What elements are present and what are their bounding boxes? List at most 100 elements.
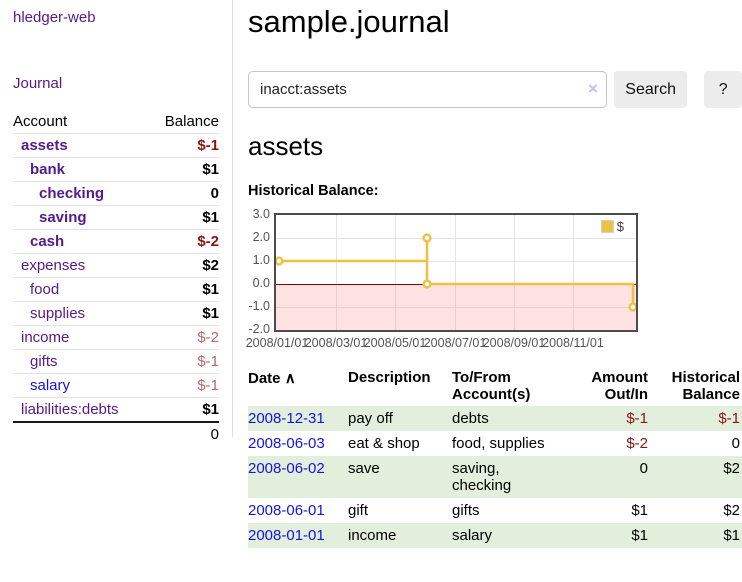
account-balance-table: Account Balance assets $-1 bank $1 check… <box>13 109 219 445</box>
accounts-total-value: 0 <box>211 426 219 443</box>
transaction-amount: 0 <box>564 456 650 498</box>
legend-swatch-icon <box>601 220 614 233</box>
account-link-cash[interactable]: cash <box>13 233 64 250</box>
account-balance: $-2 <box>197 329 219 346</box>
transaction-date-link[interactable]: 2008-12-31 <box>248 410 325 427</box>
search-form: × Search ? <box>248 71 742 108</box>
account-row: gifts $-1 <box>13 349 219 373</box>
transaction-date-link[interactable]: 2008-06-03 <box>248 435 325 452</box>
account-row: expenses $2 <box>13 253 219 277</box>
y-tick: -2.0 <box>248 322 270 336</box>
account-link-assets[interactable]: assets <box>13 137 68 154</box>
app-title-link[interactable]: hledger-web <box>13 9 96 26</box>
account-row: income $-2 <box>13 325 219 349</box>
transaction-accounts: food, supplies <box>452 431 564 456</box>
transaction-date-link[interactable]: 2008-06-01 <box>248 502 325 519</box>
sidebar-item-journal[interactable]: Journal <box>13 75 219 92</box>
account-row: salary $-1 <box>13 373 219 397</box>
sidebar: hledger-web Journal Account Balance asse… <box>0 0 233 437</box>
transaction-date-link[interactable]: 2008-06-02 <box>248 460 325 477</box>
transaction-balance: $2 <box>650 498 742 523</box>
page-title: sample.journal <box>248 4 742 40</box>
transaction-amount: $-2 <box>564 431 650 456</box>
transaction-balance: 0 <box>650 431 742 456</box>
account-balance: $1 <box>202 281 219 298</box>
account-balance: $-1 <box>197 137 219 154</box>
transaction-balance: $1 <box>650 523 742 548</box>
account-link-checking[interactable]: checking <box>13 185 104 202</box>
search-input[interactable] <box>248 71 607 108</box>
account-link-bank[interactable]: bank <box>13 161 65 178</box>
account-row: supplies $1 <box>13 301 219 325</box>
account-link-gifts[interactable]: gifts <box>13 353 58 370</box>
account-balance: $1 <box>202 161 219 178</box>
account-column-header: Account <box>13 113 67 130</box>
balance-column-header: Historical Balance <box>650 366 742 406</box>
clear-search-icon[interactable]: × <box>588 79 598 99</box>
date-column-header[interactable]: Date ∧ <box>248 366 348 406</box>
register-row: 2008-01-01 income salary $1 $1 <box>248 523 742 548</box>
account-table-header: Account Balance <box>13 109 219 133</box>
x-tick: 2008/11/01 <box>536 336 610 350</box>
transaction-amount: $-1 <box>564 406 650 431</box>
account-balance: $-2 <box>197 233 219 250</box>
transaction-description: income <box>348 523 452 548</box>
register-table: Date ∧ Description To/From Account(s) Am… <box>248 366 742 548</box>
y-tick: -1.0 <box>248 299 270 313</box>
account-balance: $1 <box>202 401 219 418</box>
transaction-balance: $2 <box>650 456 742 498</box>
transaction-amount: $1 <box>564 498 650 523</box>
account-row: liabilities:debts $1 <box>13 397 219 421</box>
search-input-wrap: × <box>248 71 607 108</box>
description-column-header: Description <box>348 366 452 406</box>
amount-column-header: Amount Out/In <box>564 366 650 406</box>
account-row: food $1 <box>13 277 219 301</box>
register-row: 2008-06-02 save saving, checking 0 $2 <box>248 456 742 498</box>
account-row: saving $1 <box>13 205 219 229</box>
plot-area: $ <box>274 213 638 332</box>
transaction-description: eat & shop <box>348 431 452 456</box>
balance-column-header: Balance <box>165 113 219 130</box>
y-tick: 2.0 <box>248 230 270 244</box>
transaction-accounts: debts <box>452 406 564 431</box>
main-content: sample.journal × Search ? assets Histori… <box>248 0 742 548</box>
account-link-liabilities-debts[interactable]: liabilities:debts <box>13 401 119 418</box>
y-tick: 0.0 <box>248 276 270 290</box>
account-link-supplies[interactable]: supplies <box>13 305 85 322</box>
help-button[interactable]: ? <box>704 71 742 108</box>
transaction-amount: $1 <box>564 523 650 548</box>
y-tick: 1.0 <box>248 253 270 267</box>
transaction-description: save <box>348 456 452 498</box>
y-tick: 3.0 <box>248 207 270 221</box>
sort-ascending-icon: ∧ <box>285 370 296 387</box>
account-balance: $1 <box>202 209 219 226</box>
historical-balance-chart: 3.0 2.0 1.0 0.0 -1.0 -2.0 <box>248 206 742 352</box>
register-row: 2008-06-03 eat & shop food, supplies $-2… <box>248 431 742 456</box>
register-row: 2008-06-01 gift gifts $1 $2 <box>248 498 742 523</box>
account-link-income[interactable]: income <box>13 329 69 346</box>
transaction-accounts: gifts <box>452 498 564 523</box>
account-link-salary[interactable]: salary <box>13 377 70 394</box>
transaction-accounts: salary <box>452 523 564 548</box>
account-link-expenses[interactable]: expenses <box>13 257 85 274</box>
account-link-food[interactable]: food <box>13 281 59 298</box>
account-balance: $1 <box>202 305 219 322</box>
account-balance: $-1 <box>197 377 219 394</box>
search-button[interactable]: Search <box>614 71 687 108</box>
chart-title: Historical Balance: <box>248 183 742 199</box>
account-row: bank $1 <box>13 157 219 181</box>
account-link-saving[interactable]: saving <box>13 209 87 226</box>
transaction-description: gift <box>348 498 452 523</box>
register-header-row: Date ∧ Description To/From Account(s) Am… <box>248 366 742 406</box>
account-balance: $-1 <box>197 353 219 370</box>
chart-legend: $ <box>601 219 624 234</box>
register-row: 2008-12-31 pay off debts $-1 $-1 <box>248 406 742 431</box>
accounts-total-row: 0 <box>13 421 219 445</box>
balance-line <box>276 215 636 330</box>
transaction-date-link[interactable]: 2008-01-01 <box>248 527 325 544</box>
account-heading: assets <box>248 131 742 162</box>
account-row: assets $-1 <box>13 133 219 157</box>
transaction-accounts: saving, checking <box>452 456 564 498</box>
transaction-balance: $-1 <box>650 406 742 431</box>
legend-label: $ <box>617 219 624 234</box>
